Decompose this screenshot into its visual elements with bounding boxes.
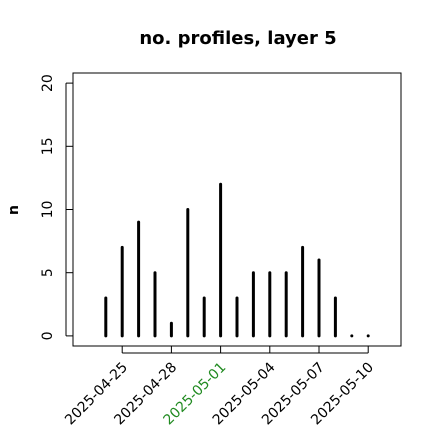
y-tick-label: 15	[40, 137, 56, 155]
y-tick-label: 20	[40, 74, 56, 92]
y-tick-label: 10	[40, 201, 56, 219]
y-tick-label: 5	[40, 268, 56, 277]
y-tick-label: 0	[40, 331, 56, 340]
y-axis-label: n	[6, 205, 22, 215]
chart-title: no. profiles, layer 5	[139, 28, 336, 49]
